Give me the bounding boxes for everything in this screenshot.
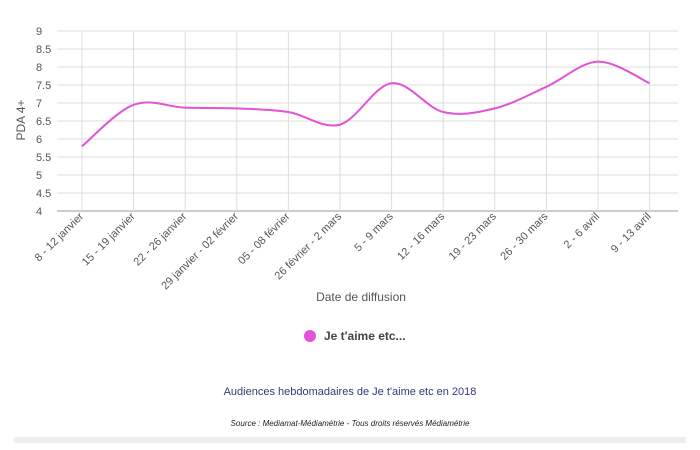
y-tick-label: 8.5 xyxy=(36,44,51,56)
y-tick-label: 7 xyxy=(36,98,42,110)
source-note: Source : Mediamat-Médiamétrie - Tous dro… xyxy=(230,419,470,428)
x-tick-label: 12 - 16 mars xyxy=(395,210,447,262)
legend-swatch xyxy=(304,330,316,342)
y-tick-label: 8 xyxy=(36,62,42,74)
y-tick-label: 4 xyxy=(36,206,42,218)
legend-label: Je t'aime etc... xyxy=(324,329,406,343)
y-axis-title: PDA 4+ xyxy=(14,99,28,140)
x-tick-label: 9 - 13 avril xyxy=(609,211,654,256)
y-tick-label: 7.5 xyxy=(36,80,51,92)
y-tick-label: 4.5 xyxy=(36,188,51,200)
x-tick-label: 8 - 12 janvier xyxy=(33,210,87,264)
y-axis-ticks: 4 4.5 5 5.5 6 6.5 7 7.5 8 8.5 9 xyxy=(36,26,51,218)
x-tick-label: 22 - 26 janvier xyxy=(132,210,190,268)
x-tick-label: 19 - 23 mars xyxy=(447,210,499,262)
series-line xyxy=(81,60,651,147)
series xyxy=(81,60,651,147)
x-axis-title: Date de diffusion xyxy=(316,290,406,304)
x-tick-label: 5 - 9 mars xyxy=(352,210,396,254)
grid xyxy=(57,30,678,212)
legend[interactable]: Je t'aime etc... xyxy=(304,329,406,343)
x-tick-label: 15 - 19 janvier xyxy=(80,210,138,268)
x-tick-label: 2 - 6 avril xyxy=(562,211,602,251)
y-tick-label: 9 xyxy=(36,26,42,38)
y-tick-label: 5 xyxy=(36,170,42,182)
chart-caption: Audiences hebdomadaires de Je t'aime etc… xyxy=(223,386,477,398)
y-tick-label: 5.5 xyxy=(36,152,51,164)
x-tick-label: 26 - 30 mars xyxy=(498,210,550,262)
x-tick-label: 05 - 08 février xyxy=(236,210,293,267)
y-tick-label: 6.5 xyxy=(36,116,51,128)
y-tick-label: 6 xyxy=(36,134,42,146)
bottom-divider xyxy=(14,437,686,443)
